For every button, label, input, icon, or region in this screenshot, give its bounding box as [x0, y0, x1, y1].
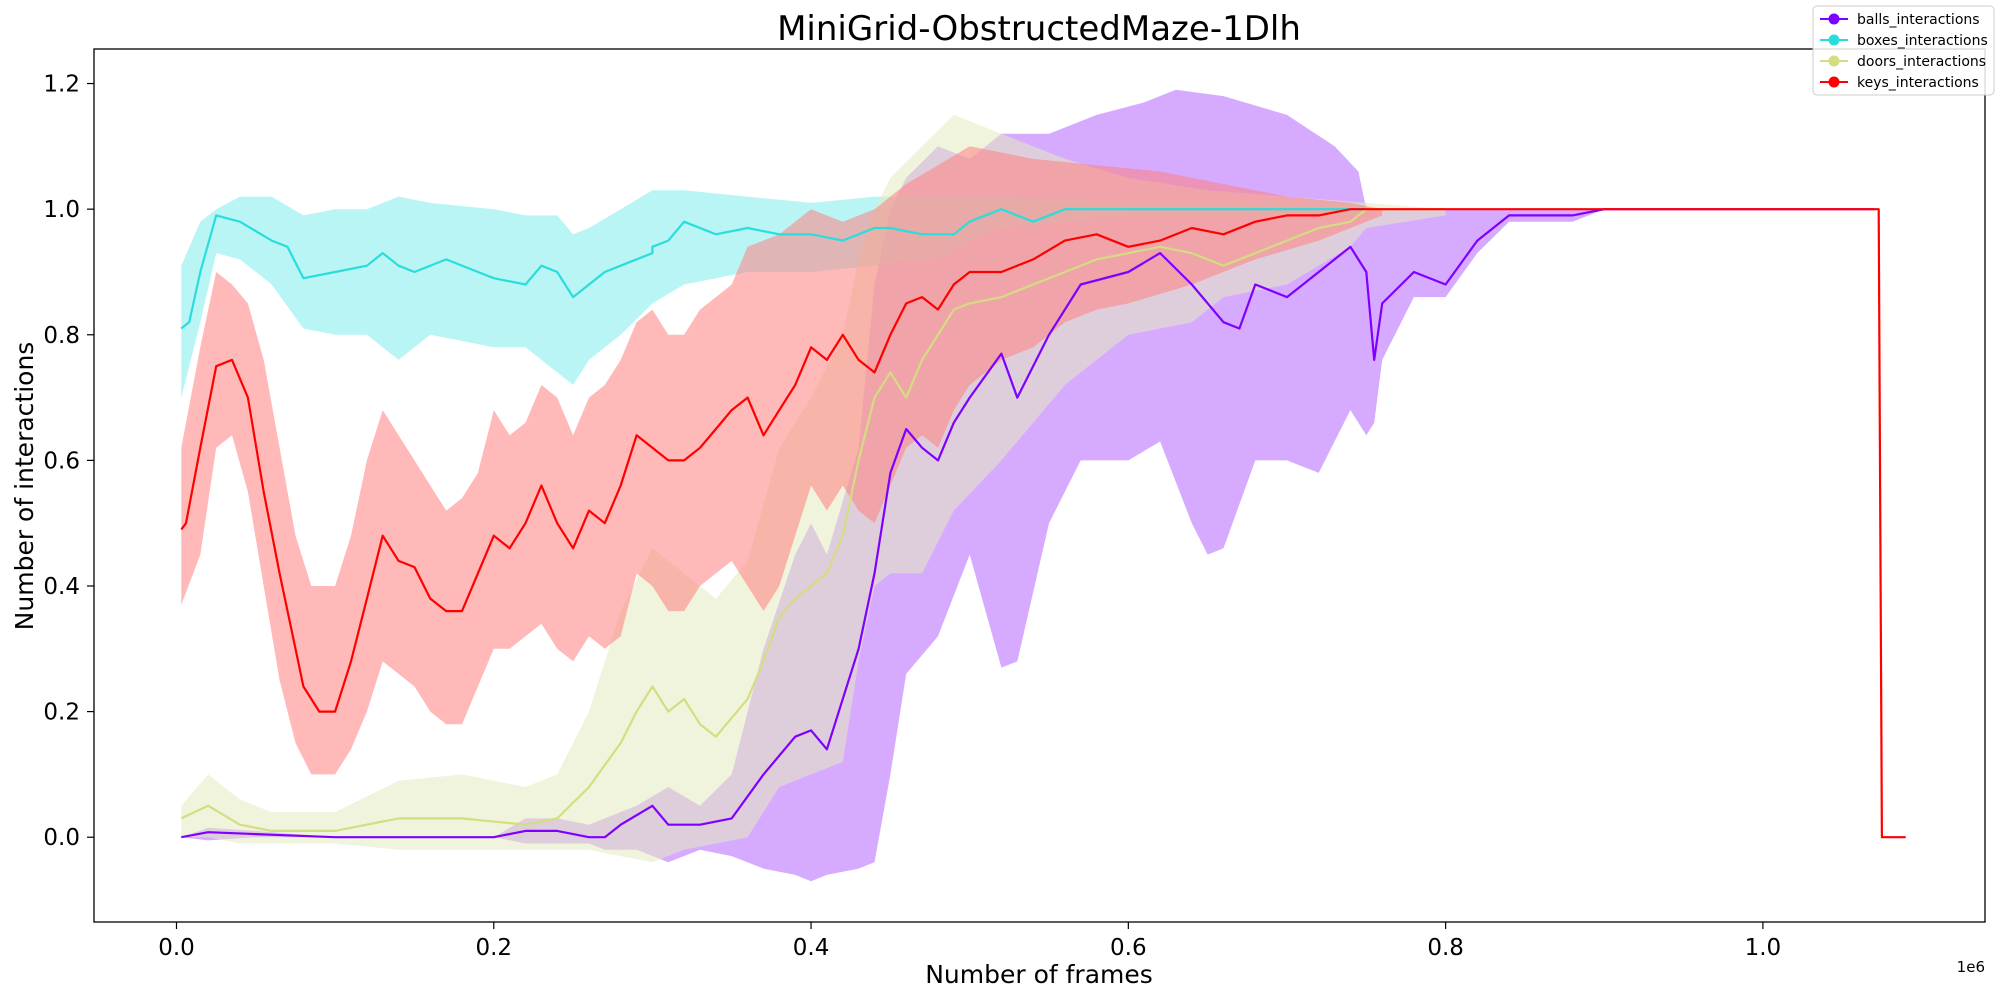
y-axis-ticks: 0.0 0.2 0.4 0.6 0.8 1.0 1.2: [43, 72, 94, 851]
line-boxes_interactions: [180, 208, 1367, 330]
x-tick-label: 1.0: [1745, 935, 1782, 961]
legend-label-doors_interactions: doors_interactions: [1857, 54, 1986, 70]
legend-label-balls_interactions: balls_interactions: [1857, 12, 1980, 28]
line-balls_interactions: [181, 208, 1874, 839]
x-tick-label: 0.8: [1427, 935, 1464, 961]
y-tick-label: 0.8: [43, 323, 80, 349]
legend: balls_interactions boxes_interactionsdoor…: [1812, 5, 1995, 96]
x-tick-label: 0.2: [475, 935, 512, 961]
legend-box: [1812, 5, 1995, 96]
legend-marker-doors_interactions: [1828, 55, 1840, 67]
legend-marker-balls_interactions: [1828, 13, 1840, 25]
chart-title: MiniGrid-ObstructedMaze-1Dlh: [777, 9, 1301, 49]
legend-marker-keys_interactions: [1828, 76, 1840, 88]
x-tick-label: 0.4: [793, 935, 830, 961]
y-tick-label: 0.6: [43, 448, 80, 474]
band-boxes_interactions: [181, 190, 1367, 398]
line-doors_interactions: [180, 208, 1446, 833]
x-tick-label: 0.6: [1110, 935, 1147, 961]
band-keys_interactions: [181, 146, 1383, 775]
confidence-bands: [181, 89, 1874, 882]
legend-label-keys_interactions: keys_interactions: [1857, 75, 1979, 91]
y-tick-label: 0.4: [43, 574, 80, 600]
y-axis-label: Number of interactions: [10, 342, 39, 631]
legend-marker-boxes_interactions: [1828, 34, 1840, 46]
x-tick-label: 0.0: [158, 935, 195, 961]
legend-label-boxes_interactions: boxes_interactions: [1857, 33, 1988, 49]
y-tick-label: 0.2: [43, 700, 80, 726]
series-lines: [180, 208, 1906, 839]
band-balls_interactions: [181, 89, 1874, 882]
x-axis-offset-label: 1e6: [1957, 958, 1985, 976]
y-tick-label: 0.0: [43, 825, 80, 851]
y-tick-label: 1.0: [43, 197, 80, 223]
x-axis-ticks: 0.0 0.2 0.4 0.6 0.8 1.0: [158, 922, 1781, 961]
line-keys_interactions: [180, 208, 1906, 839]
x-axis-label: Number of frames: [925, 960, 1153, 989]
plot-frame: [93, 48, 1986, 923]
y-tick-label: 1.2: [43, 72, 80, 98]
